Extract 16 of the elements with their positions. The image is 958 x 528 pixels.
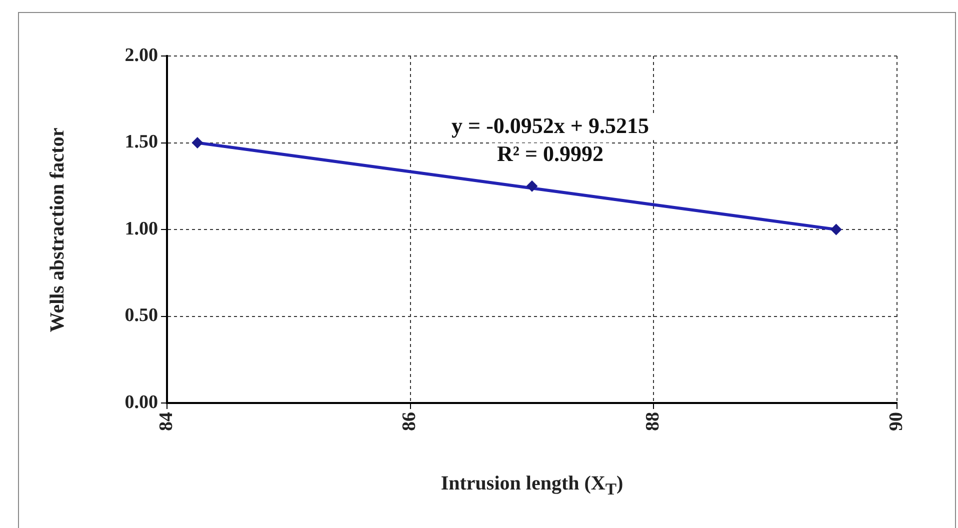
x-tick-label: 88 — [642, 412, 664, 431]
y-tick-label: 1.50 — [124, 132, 158, 153]
y-axis-title: Wells abstraction factor — [46, 128, 70, 332]
x-tick-label: 84 — [156, 412, 177, 431]
y-tick-label: 1.00 — [124, 218, 158, 240]
y-tick-label: 0.50 — [124, 305, 158, 326]
y-tick-label: 2.00 — [124, 44, 158, 66]
point — [830, 224, 842, 235]
point — [526, 180, 538, 192]
point — [192, 137, 203, 148]
x-tick-label: 90 — [886, 412, 907, 431]
y-tick-label: 0.00 — [124, 392, 158, 413]
x-tick-label: 86 — [399, 412, 420, 431]
annotation: y = -0.0952x + 9.5215 — [452, 112, 649, 138]
annotation: R² = 0.9992 — [496, 140, 604, 166]
x-axis-title: Intrusion length (X$_{T}$) — [440, 472, 624, 500]
